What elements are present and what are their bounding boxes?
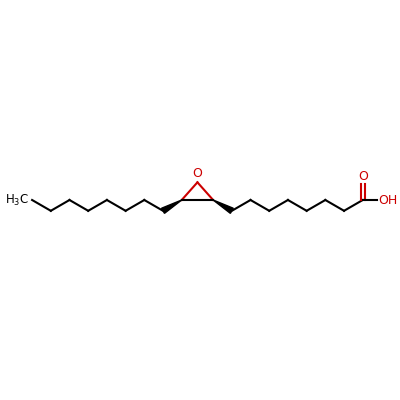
Text: OH: OH xyxy=(378,194,398,206)
Text: O: O xyxy=(358,170,368,183)
Text: O: O xyxy=(192,167,202,180)
Text: $\mathregular{H_3C}$: $\mathregular{H_3C}$ xyxy=(5,192,29,208)
Polygon shape xyxy=(162,200,182,213)
Polygon shape xyxy=(213,200,233,213)
